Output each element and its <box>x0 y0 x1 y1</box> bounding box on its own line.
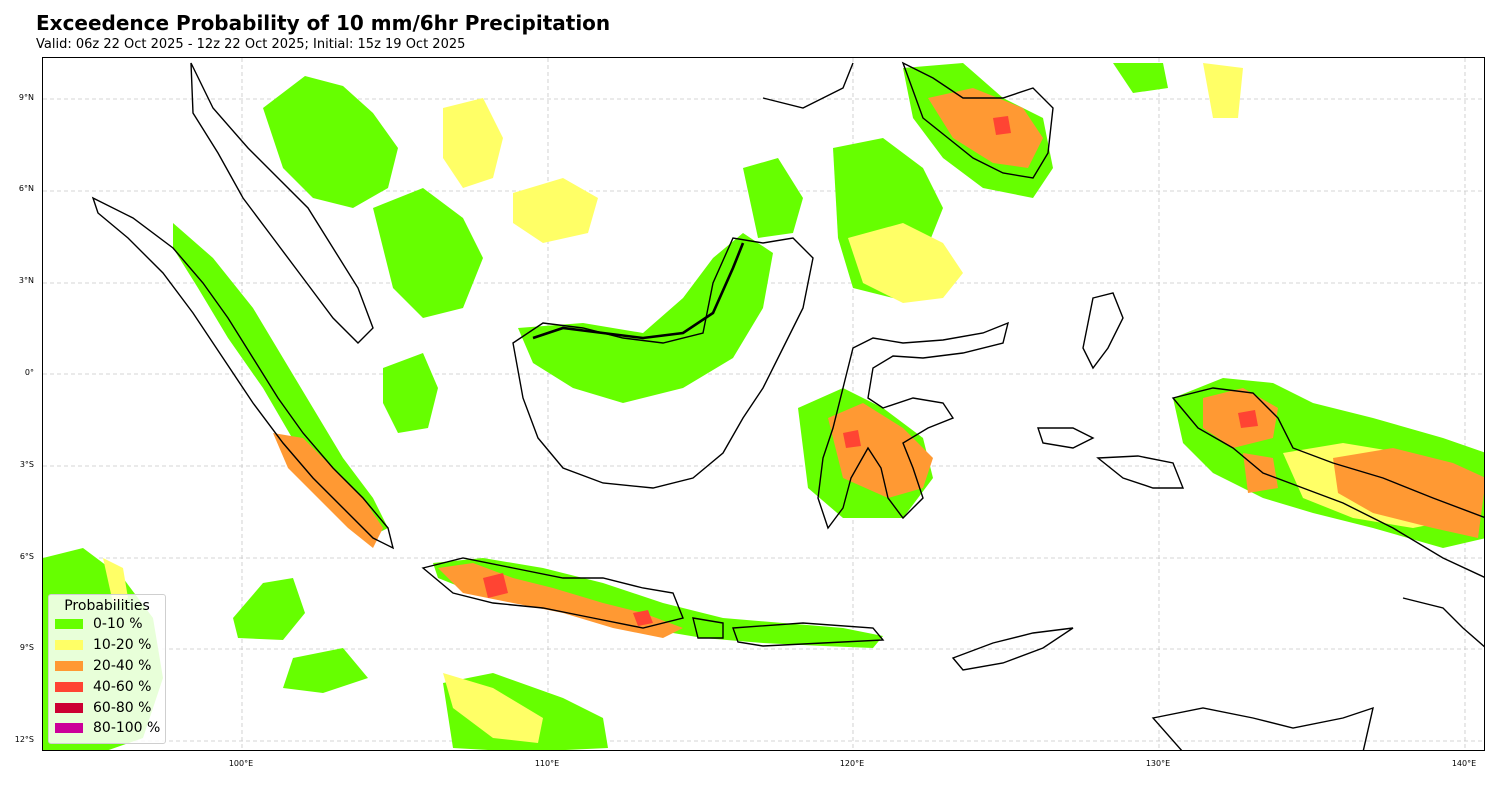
prob-area-20-40-new-guinea-south <box>1243 453 1278 493</box>
prob-area-10-20-celebes-sea <box>848 223 963 303</box>
prob-area-20-40-mindanao <box>928 88 1043 168</box>
lat-label-3s: 3°S <box>19 460 34 469</box>
coastline-seram-west <box>1037 427 1095 449</box>
lon-label-140e: 140°E <box>1451 759 1477 768</box>
coastline-sumatra <box>91 196 395 550</box>
coastline-borneo <box>512 237 814 489</box>
prob-layer-40-60 <box>483 116 1258 626</box>
chart-subtitle: Valid: 06z 22 Oct 2025 - 12z 22 Oct 2025… <box>36 37 466 52</box>
prob-area-0-10-borneo-north <box>518 233 773 403</box>
coastline-seram <box>1096 455 1185 489</box>
legend-item-label: 0-10 % <box>93 616 143 633</box>
legend-item: 60-80 % <box>49 697 165 718</box>
prob-area-40-60-bird-head <box>1238 410 1258 428</box>
prob-area-20-40-new-guinea-east <box>1333 448 1484 538</box>
legend-title: Probabilities <box>64 598 150 614</box>
coastline-malay-peninsula <box>190 62 374 344</box>
lat-label-9s: 9°S <box>19 643 34 652</box>
coastline-new-guinea-south <box>1402 597 1484 648</box>
legend-swatch <box>55 660 83 671</box>
legend-items: 0-10 % 10-20 % 20-40 % 40-60 % 60-80 % 80-100… <box>49 614 165 739</box>
legend-item: 20-40 % <box>49 656 165 677</box>
prob-area-40-60-sulawesi <box>843 430 861 448</box>
coastline-halmahera <box>1082 292 1124 370</box>
prob-area-40-60-mindanao <box>993 116 1011 135</box>
lat-label-0: 0° <box>24 368 34 377</box>
border-borneo <box>532 242 745 340</box>
chart-title: Exceedence Probability of 10 mm/6hr Prec… <box>36 11 611 35</box>
legend-item-label: 10-20 % <box>93 637 152 654</box>
prob-area-0-10-sumatra <box>173 223 388 538</box>
legend-swatch <box>55 702 83 713</box>
map-panel <box>42 57 1485 751</box>
lon-label-130e: 130°E <box>1145 759 1171 768</box>
prob-area-40-60-java-b <box>633 610 653 626</box>
coastlines <box>91 61 1484 750</box>
prob-area-10-20-philippine-sea <box>1203 63 1243 118</box>
legend-swatch <box>55 619 83 630</box>
coastline-new-guinea <box>1171 387 1484 578</box>
legend-item-label: 40-60 % <box>93 678 152 695</box>
lon-label-100e: 100°E <box>228 759 254 768</box>
legend-swatch <box>55 640 83 651</box>
lat-label-12s: 12°S <box>14 735 34 744</box>
lat-label-9n: 9°N <box>18 93 34 102</box>
legend-item-label: 80-100 % <box>93 720 161 737</box>
prob-area-0-10-bangka <box>383 353 438 433</box>
prob-area-0-10-philippine-sea <box>1113 63 1168 93</box>
prob-area-10-20-south-china-sea-a <box>443 98 503 188</box>
prob-area-20-40-sumatra-south <box>273 433 383 548</box>
legend-item: 0-10 % <box>49 614 165 635</box>
legend-item: 10-20 % <box>49 635 165 656</box>
prob-area-0-10-malay-peninsula <box>263 76 398 208</box>
legend-item: 40-60 % <box>49 676 165 697</box>
legend-item-label: 60-80 % <box>93 699 152 716</box>
map-canvas <box>43 58 1484 750</box>
coastline-mindanao <box>901 61 1054 179</box>
prob-area-10-20-west-indian-ocean <box>103 558 128 603</box>
legend-swatch <box>55 681 83 692</box>
coastline-bali <box>692 617 724 639</box>
coastline-timor <box>951 627 1074 671</box>
lat-label-6n: 6°N <box>18 184 34 193</box>
legend: Probabilities 0-10 % 10-20 % 20-40 % 40-60 … <box>48 594 166 744</box>
coastline-palawan <box>762 62 854 109</box>
prob-area-20-40-sulawesi <box>828 403 933 498</box>
legend-swatch <box>55 723 83 734</box>
prob-area-10-20-indian-ocean <box>443 673 543 743</box>
prob-area-0-10-indian-ocean-b <box>283 648 368 693</box>
legend-item: 80-100 % <box>49 718 165 739</box>
prob-area-10-20-south-china-sea-b <box>513 178 598 243</box>
legend-item-label: 20-40 % <box>93 657 152 674</box>
coastline-australia <box>1151 706 1374 750</box>
lon-label-120e: 120°E <box>839 759 865 768</box>
coastline-nusa-tenggara <box>732 622 885 647</box>
prob-area-0-10-indian-ocean-a <box>233 578 305 640</box>
lat-label-6s: 6°S <box>19 552 34 561</box>
coastline-java <box>421 557 684 629</box>
prob-area-0-10-sabah <box>743 158 803 238</box>
prob-area-40-60-java-a <box>483 573 508 598</box>
coastline-sulawesi <box>817 321 1010 530</box>
lon-label-110e: 110°E <box>534 759 560 768</box>
prob-area-0-10-south-china-sea-west <box>373 188 483 318</box>
lat-label-3n: 3°N <box>18 276 34 285</box>
